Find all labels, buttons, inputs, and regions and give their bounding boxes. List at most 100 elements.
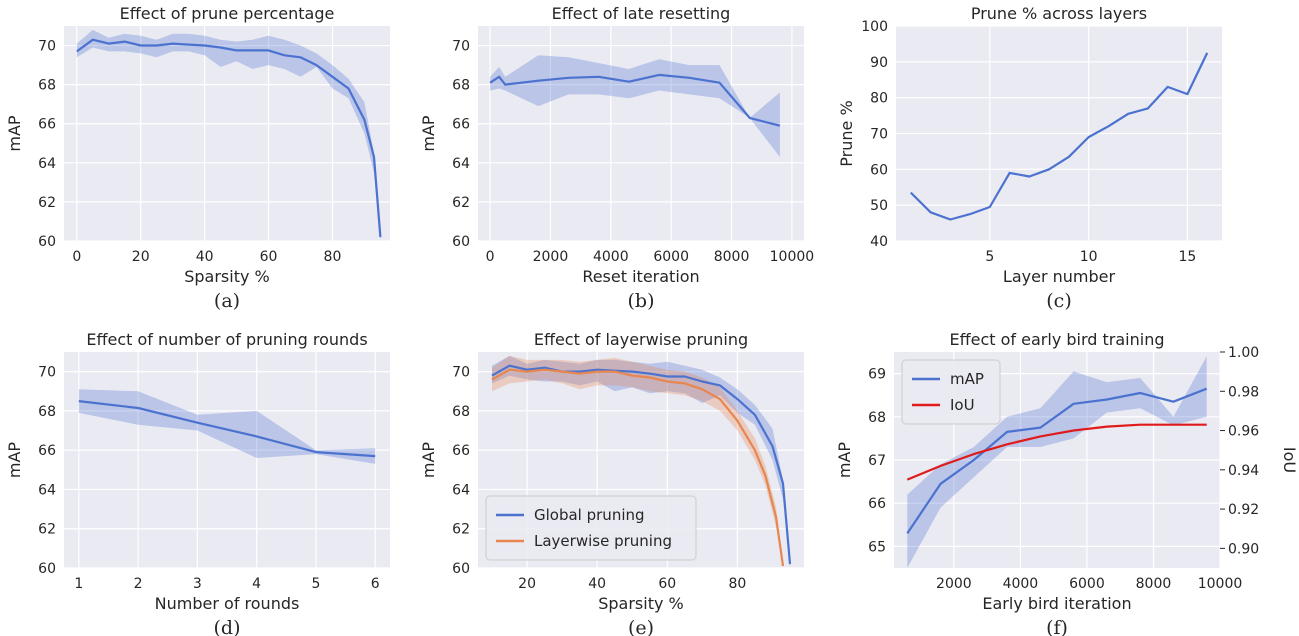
- x-tick-label: 4000: [1003, 576, 1039, 592]
- y-tick-label: 66: [38, 443, 56, 459]
- y-tick-label: 60: [452, 561, 470, 577]
- confidence-band: [907, 356, 1207, 568]
- x-tick-label: 1: [74, 576, 83, 592]
- plot-area: [64, 26, 390, 241]
- y-tick-label: 60: [452, 234, 470, 250]
- panel-caption: (f): [1046, 617, 1068, 636]
- series-line: [906, 387, 1208, 535]
- y-tick-label: 66: [452, 443, 470, 459]
- x-axis-label: Number of rounds: [155, 594, 300, 613]
- legend: mAP IoU: [901, 359, 1001, 425]
- confidence-band: [492, 355, 783, 568]
- right-tick-label: 0.92: [1228, 502, 1259, 518]
- x-tick-label: 2000: [936, 576, 972, 592]
- y-tick-label: 64: [452, 482, 470, 498]
- legend-label: IoU: [950, 396, 975, 414]
- series-line: [76, 38, 382, 238]
- x-tick-label: 5: [985, 249, 994, 265]
- y-tick-label: 90: [870, 55, 888, 71]
- y-tick-label: 66: [868, 496, 886, 512]
- right-tick-label: 0.90: [1228, 541, 1259, 557]
- x-tick-label: 10: [1080, 249, 1098, 265]
- series-line: [78, 400, 376, 458]
- y-tick-label: 50: [870, 198, 888, 214]
- x-tick-label: 6000: [1069, 576, 1105, 592]
- x-tick-label: 15: [1179, 249, 1197, 265]
- x-tick-label: 80: [728, 576, 746, 592]
- y-tick-label: 70: [38, 39, 56, 55]
- y-tick-label: 70: [452, 365, 470, 381]
- y-tick-label: 68: [452, 78, 470, 94]
- y-tick-label: 64: [38, 482, 56, 498]
- chart-title: Effect of prune percentage: [120, 4, 335, 23]
- x-tick-label: 40: [196, 249, 214, 265]
- chart-title: Prune % across layers: [971, 4, 1147, 23]
- y-tick-label: 66: [38, 117, 56, 133]
- y-tick-label: 64: [38, 156, 56, 172]
- y-axis-label: mAP: [5, 115, 24, 152]
- plot-area: [478, 26, 804, 241]
- panel-caption: (b): [628, 290, 655, 312]
- y-tick-label: 68: [38, 404, 56, 420]
- right-axis-label: IoU: [1280, 447, 1299, 473]
- y-tick-label: 70: [452, 39, 470, 55]
- chart-panel-f: 2000 4000 6000 8000 10000 65 66 67 68 69 0.90 0.92 0…: [835, 330, 1299, 636]
- y-axis-label: Prune %: [837, 100, 856, 166]
- x-tick-label: 0: [486, 249, 495, 265]
- legend-label: mAP: [950, 370, 984, 388]
- x-tick-label: 2000: [533, 249, 569, 265]
- x-tick-label: 6: [371, 576, 380, 592]
- legend-label: Global pruning: [534, 506, 645, 524]
- y-tick-label: 64: [452, 156, 470, 172]
- y-tick-label: 60: [38, 234, 56, 250]
- x-axis-label: Reset iteration: [582, 267, 699, 286]
- y-tick-label: 62: [452, 195, 470, 211]
- x-axis-label: Early bird iteration: [982, 594, 1131, 613]
- x-tick-label: 6000: [653, 249, 689, 265]
- x-tick-label: 4000: [593, 249, 629, 265]
- x-tick-label: 0: [72, 249, 81, 265]
- chart-title: Effect of early bird training: [950, 330, 1165, 349]
- x-axis-label: Sparsity %: [184, 267, 270, 286]
- right-tick-label: 1.00: [1228, 345, 1259, 361]
- y-tick-label: 62: [38, 195, 56, 211]
- y-tick-label: 68: [868, 410, 886, 426]
- y-tick-label: 60: [870, 162, 888, 178]
- chart-panel-c: 5 10 15 40 50 60 70 80 90 100 Prune % across layer…: [837, 4, 1222, 312]
- chart-panel-e: 20 40 60 80 60 62 64 66 68 70 Effect of layerwise …: [419, 330, 804, 636]
- confidence-band: [78, 389, 376, 464]
- legend-box: [901, 359, 1001, 425]
- chart-title: Effect of late resetting: [552, 4, 731, 23]
- y-tick-label: 69: [868, 367, 886, 383]
- series-line: [491, 364, 792, 565]
- y-tick-label: 67: [868, 453, 886, 469]
- y-tick-label: 70: [870, 127, 888, 143]
- series-line: [906, 423, 1207, 481]
- x-axis-label: Layer number: [1003, 267, 1116, 286]
- panel-caption: (d): [214, 617, 241, 636]
- chart-panel-d: 1 2 3 4 5 6 60 62 64 66 68 70 Effect of number of pr…: [5, 330, 390, 636]
- x-tick-label: 2: [134, 576, 143, 592]
- right-tick-label: 0.96: [1228, 424, 1259, 440]
- x-tick-label: 20: [132, 249, 150, 265]
- panel-caption: (c): [1046, 290, 1071, 312]
- y-tick-label: 40: [870, 234, 888, 250]
- chart-panel-a: 0 20 40 60 80 60 62 64 66 68 70 Effect of prune per…: [5, 4, 390, 312]
- chart-title: Effect of number of pruning rounds: [86, 330, 367, 349]
- x-tick-label: 40: [588, 576, 606, 592]
- chart-panel-b: 0 2000 4000 6000 8000 10000 60 62 64 66 68 70 Effect…: [419, 4, 814, 312]
- confidence-band: [492, 355, 790, 568]
- x-tick-label: 8000: [1136, 576, 1172, 592]
- x-axis-label: Sparsity %: [598, 594, 684, 613]
- x-tick-label: 10000: [770, 249, 815, 265]
- legend: Global pruning Layerwise pruning: [485, 495, 697, 561]
- plot-area: [64, 352, 390, 568]
- x-tick-label: 3: [193, 576, 202, 592]
- y-tick-label: 62: [38, 522, 56, 538]
- y-tick-label: 68: [452, 404, 470, 420]
- y-axis-label: mAP: [419, 442, 438, 479]
- legend-label: Layerwise pruning: [534, 532, 672, 550]
- series-line: [491, 368, 785, 567]
- y-tick-label: 68: [38, 78, 56, 94]
